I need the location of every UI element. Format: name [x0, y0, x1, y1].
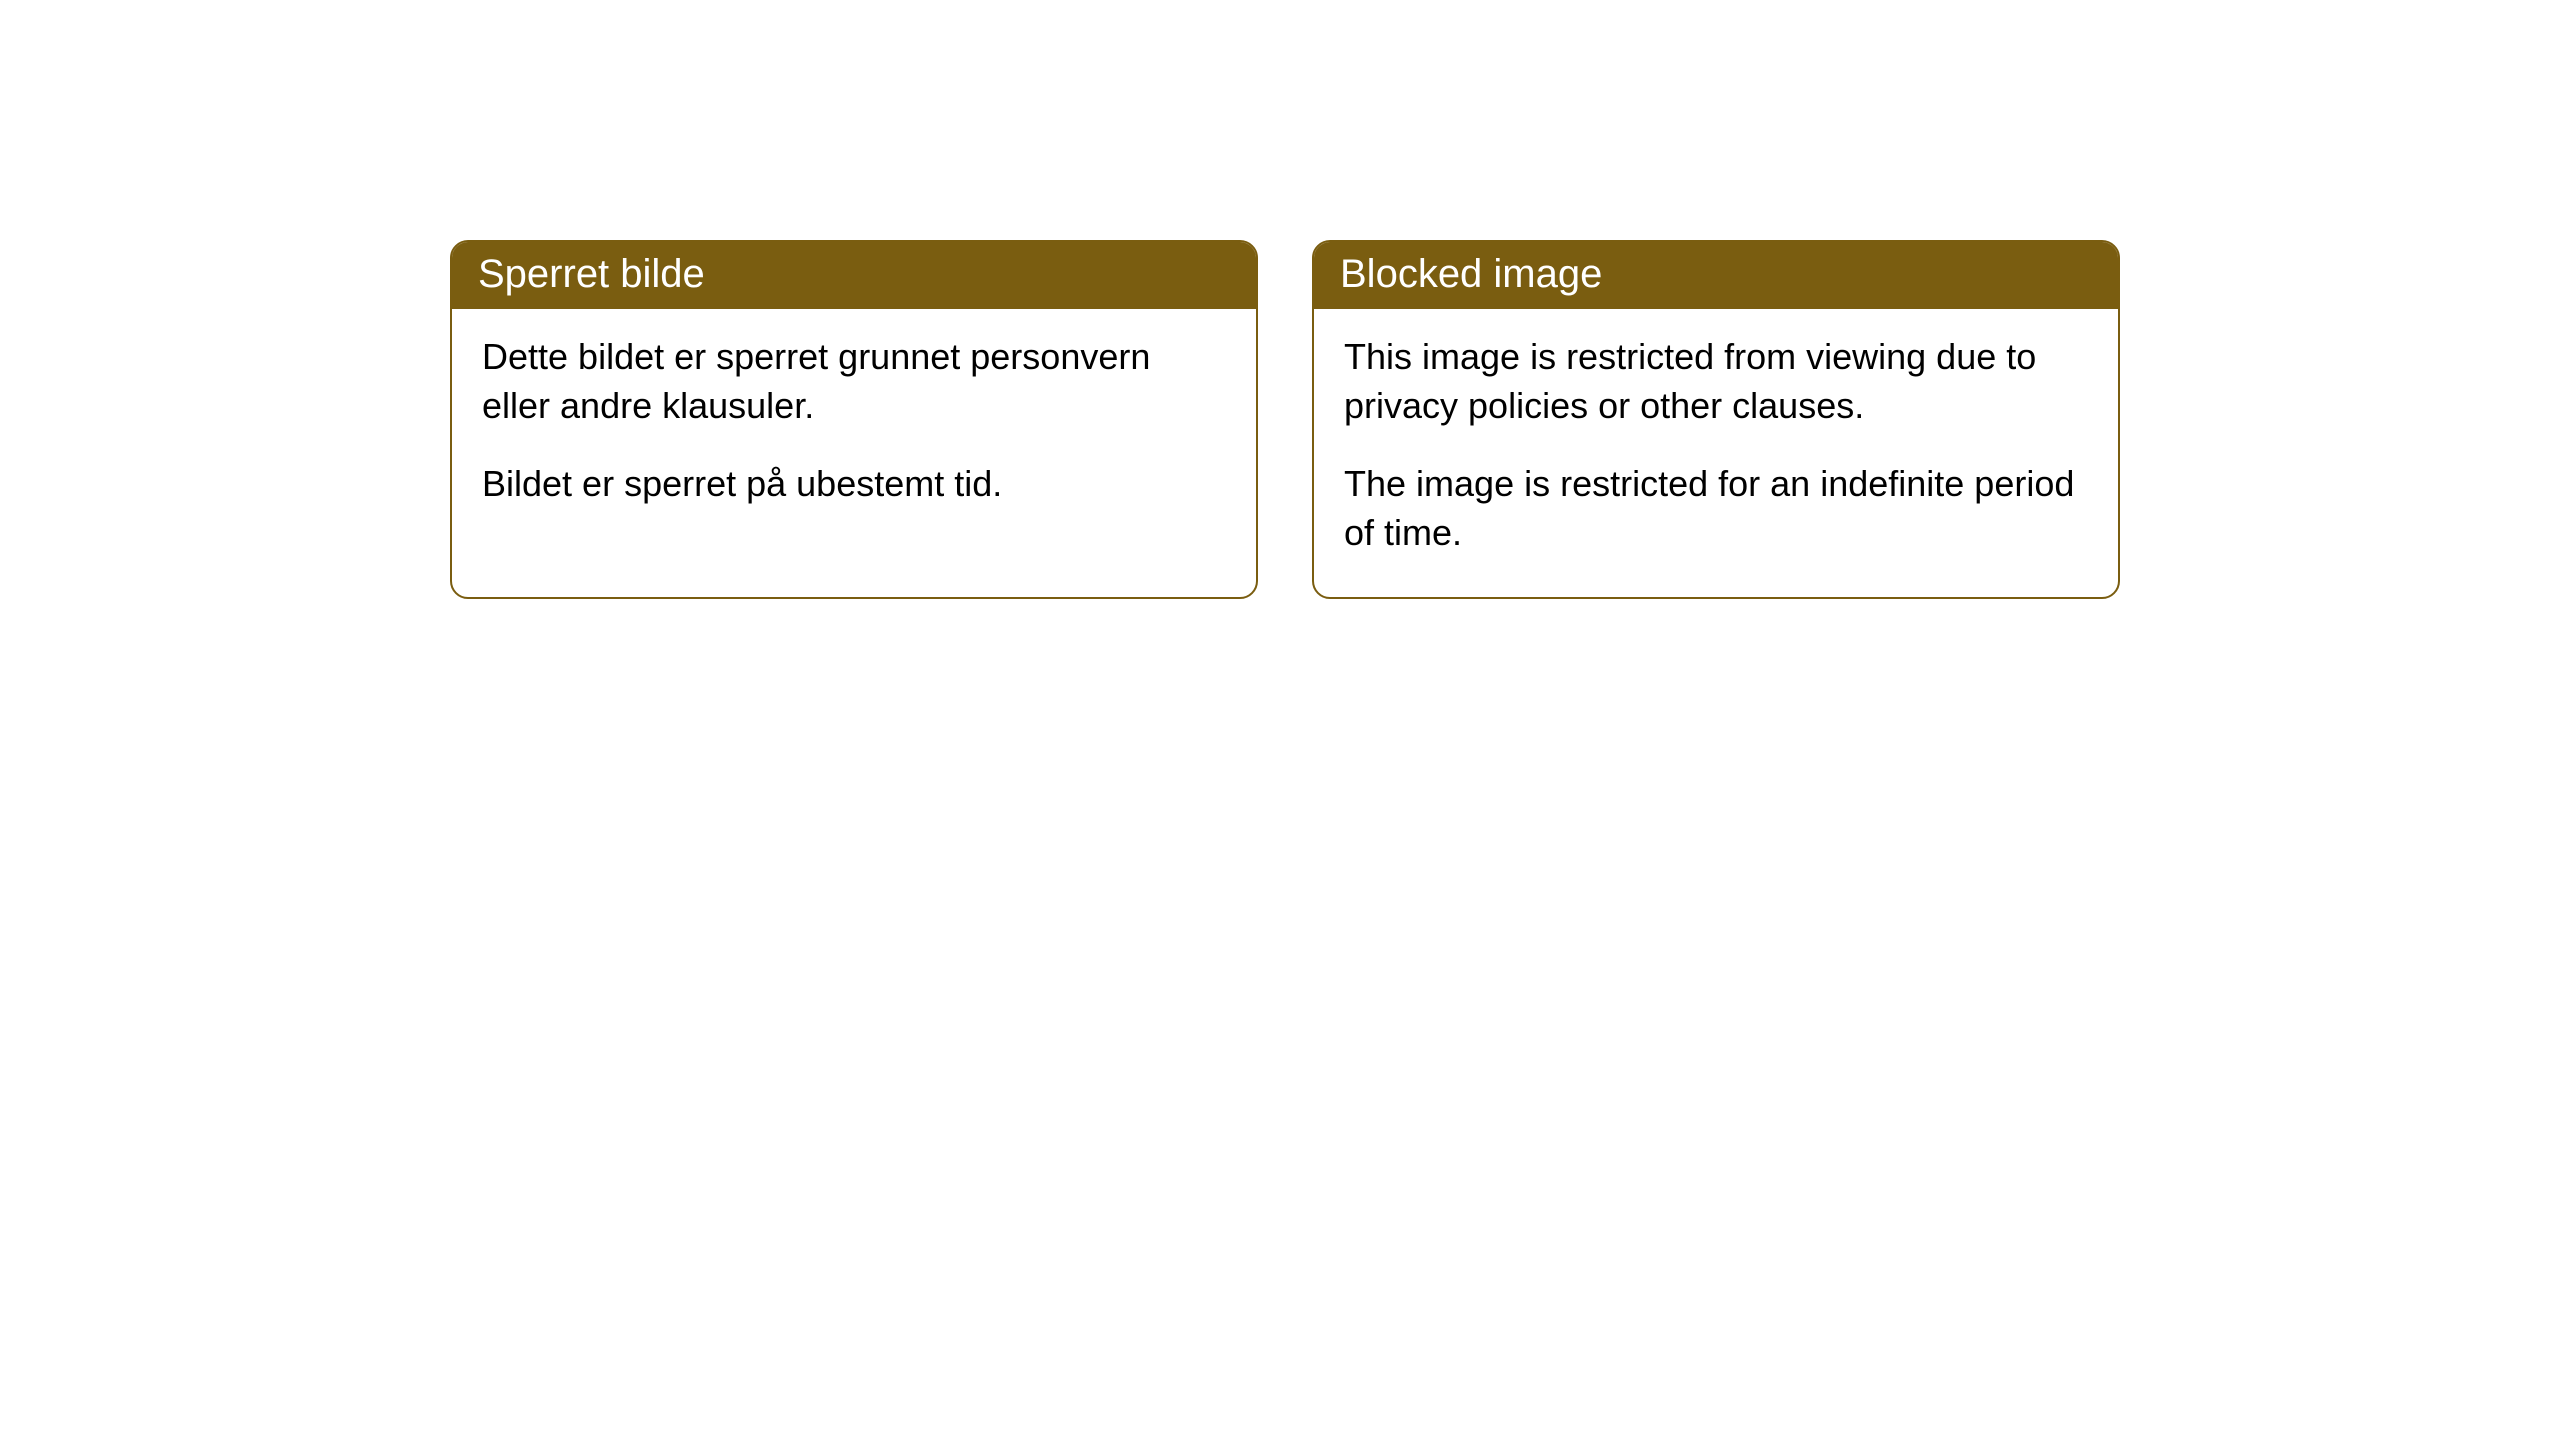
card-paragraph-1: Dette bildet er sperret grunnet personve… [482, 333, 1226, 430]
blocked-image-card-norwegian: Sperret bilde Dette bildet er sperret gr… [450, 240, 1258, 599]
card-title: Sperret bilde [478, 252, 705, 296]
card-body: Dette bildet er sperret grunnet personve… [452, 309, 1256, 549]
card-title: Blocked image [1340, 252, 1602, 296]
card-paragraph-2: Bildet er sperret på ubestemt tid. [482, 460, 1226, 509]
notice-container: Sperret bilde Dette bildet er sperret gr… [0, 0, 2560, 599]
card-header: Sperret bilde [452, 242, 1256, 309]
blocked-image-card-english: Blocked image This image is restricted f… [1312, 240, 2120, 599]
card-header: Blocked image [1314, 242, 2118, 309]
card-body: This image is restricted from viewing du… [1314, 309, 2118, 597]
card-paragraph-1: This image is restricted from viewing du… [1344, 333, 2088, 430]
card-paragraph-2: The image is restricted for an indefinit… [1344, 460, 2088, 557]
